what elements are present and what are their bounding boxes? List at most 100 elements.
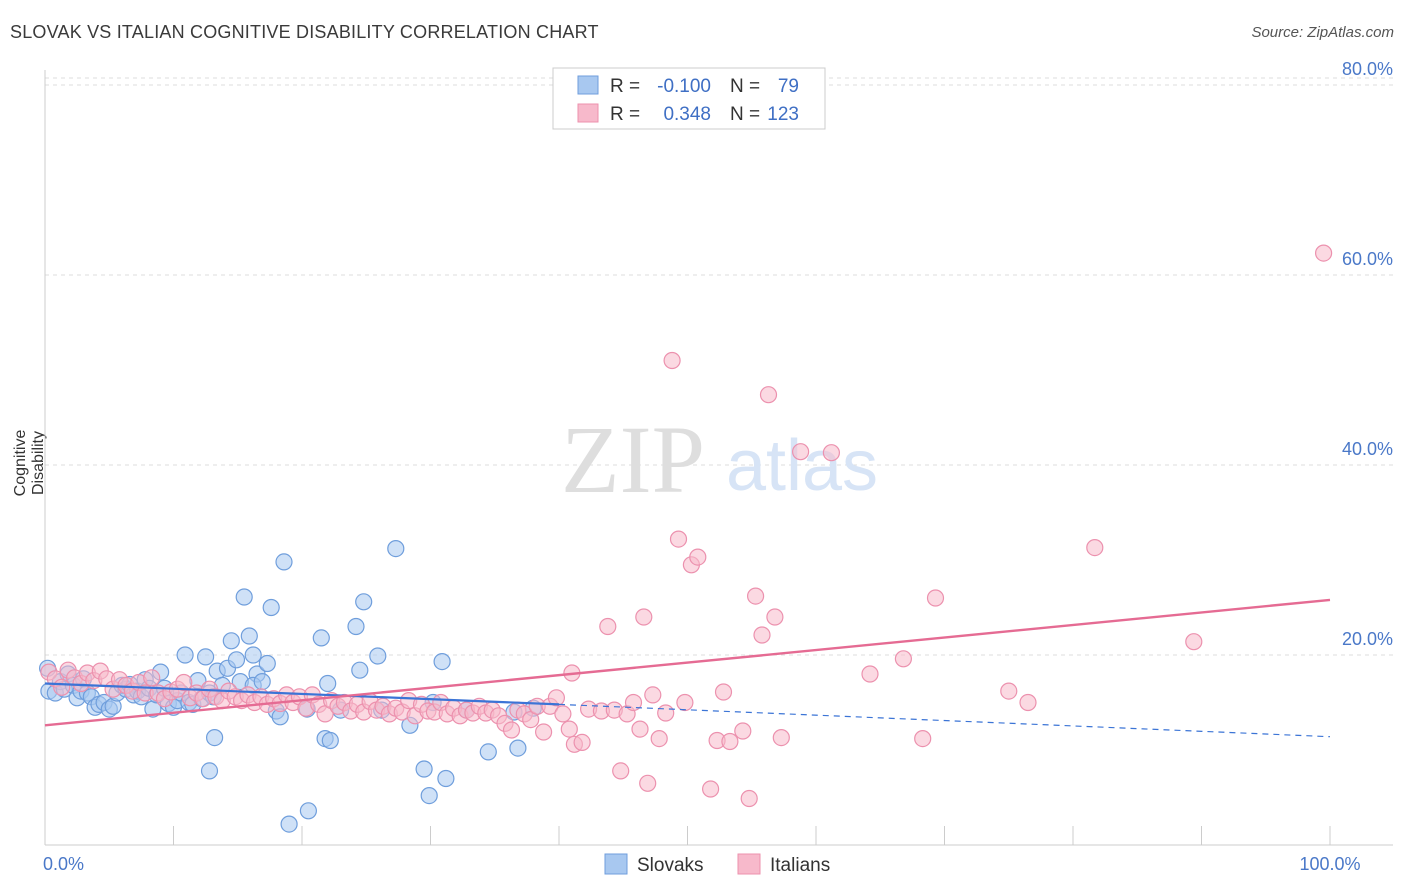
slovak-trend-line — [44, 682, 560, 706]
watermark-atlas: atlas — [726, 426, 878, 506]
y-tick-label: 20.0% — [1342, 629, 1393, 649]
italian-point — [663, 351, 681, 370]
slovak-point — [321, 731, 339, 750]
slovak-point — [275, 553, 293, 571]
x-tick-label: 0.0% — [43, 854, 84, 874]
slovak-point — [197, 648, 215, 666]
italian-point — [175, 673, 193, 692]
italian-point — [772, 728, 790, 747]
slovak-point — [222, 632, 240, 650]
italian-point — [657, 704, 675, 722]
italian-point — [639, 774, 657, 792]
italian-point — [143, 669, 161, 687]
slovak-n-value: 79 — [778, 76, 799, 97]
italian-r-value: 0.348 — [663, 104, 711, 125]
slovak-point — [253, 672, 271, 691]
watermark-zip: ZIP — [561, 406, 705, 513]
slovak-point — [312, 629, 330, 647]
slovak-point — [200, 762, 219, 780]
slovak-point — [280, 815, 298, 833]
italian-point — [766, 608, 784, 626]
slovak-point — [351, 661, 369, 679]
italian-point — [669, 530, 688, 548]
slovak-point — [479, 743, 497, 761]
slovak-point — [347, 617, 365, 636]
y-tick-label: 40.0% — [1342, 439, 1393, 459]
slovak-point — [262, 598, 280, 617]
slovak-n-label: N = — [730, 76, 760, 97]
italian-point — [560, 720, 578, 738]
italian-point — [753, 626, 771, 644]
slovak-point — [415, 760, 433, 778]
slovak-point — [369, 647, 387, 665]
italian-point — [502, 721, 521, 739]
italian-point — [914, 729, 932, 748]
italian-point — [714, 683, 733, 701]
italian-point — [1019, 693, 1037, 712]
watermark: ZIP atlas — [561, 406, 878, 513]
italian-point — [650, 729, 668, 748]
chart-title: SLOVAK VS ITALIAN COGNITIVE DISABILITY C… — [10, 22, 599, 42]
italian-point — [1086, 538, 1104, 557]
slovak-swatch — [577, 75, 599, 95]
italian-point — [926, 589, 945, 607]
italian-point — [1000, 682, 1018, 700]
y-tick-label: 60.0% — [1342, 249, 1393, 269]
slovak-point — [176, 646, 194, 664]
italian-point — [734, 722, 752, 740]
italian-point — [1185, 633, 1203, 651]
italian-point — [534, 723, 553, 741]
italian-point — [740, 789, 758, 808]
italian-point — [676, 693, 694, 712]
slovak-point — [235, 588, 253, 606]
italian-point — [612, 762, 630, 780]
slovak-point — [420, 786, 438, 805]
slovak-point — [206, 728, 224, 747]
italian-point — [635, 608, 653, 626]
italian-point — [791, 443, 810, 461]
slovak-point — [319, 674, 337, 693]
italian-point — [759, 386, 778, 404]
italian-point — [624, 693, 643, 712]
italian-point — [644, 686, 662, 704]
source-credit: Source: ZipAtlas.com — [1251, 24, 1394, 41]
slovak-r-value: -0.100 — [657, 76, 711, 97]
italian-point — [1314, 244, 1333, 262]
italian-point — [701, 780, 720, 798]
slovak-r-label: R = — [610, 76, 640, 97]
y-tick-labels: 20.0% 40.0% 60.0% 80.0% — [1342, 59, 1393, 649]
slovak-point — [437, 769, 455, 788]
legend: Slovaks Italians — [604, 853, 830, 876]
series-italians-points — [40, 244, 1333, 808]
y-tick-label: 80.0% — [1342, 59, 1393, 79]
gridlines — [45, 77, 1393, 656]
slovak-point — [227, 651, 246, 669]
italian-point — [573, 733, 591, 752]
legend-slovaks-swatch — [604, 853, 628, 875]
x-tick-labels: 0.0% 100.0% — [43, 854, 1361, 874]
slovak-point — [240, 627, 258, 645]
italian-point — [631, 720, 649, 738]
italian-point — [861, 665, 879, 683]
slovak-point — [509, 739, 527, 757]
x-tick-label: 100.0% — [1299, 854, 1360, 874]
italian-point — [894, 650, 913, 668]
legend-italians-label: Italians — [770, 855, 830, 876]
italian-point — [822, 444, 841, 462]
axes — [44, 70, 1393, 846]
italian-point — [689, 548, 707, 566]
legend-italians-swatch — [737, 853, 761, 875]
italian-point — [721, 732, 739, 751]
slovak-point — [258, 654, 276, 673]
italian-point — [547, 689, 566, 707]
italian-point — [746, 587, 765, 605]
italian-n-label: N = — [730, 104, 760, 125]
slovak-point — [387, 539, 405, 558]
italian-point — [599, 617, 617, 636]
slovak-point — [355, 593, 373, 611]
italian-point — [554, 705, 572, 723]
slovak-point — [244, 646, 262, 664]
slovak-trend-extension — [558, 703, 1331, 738]
stats-box: R = -0.100 N = 79 R = 0.348 N = 123 — [552, 67, 826, 130]
